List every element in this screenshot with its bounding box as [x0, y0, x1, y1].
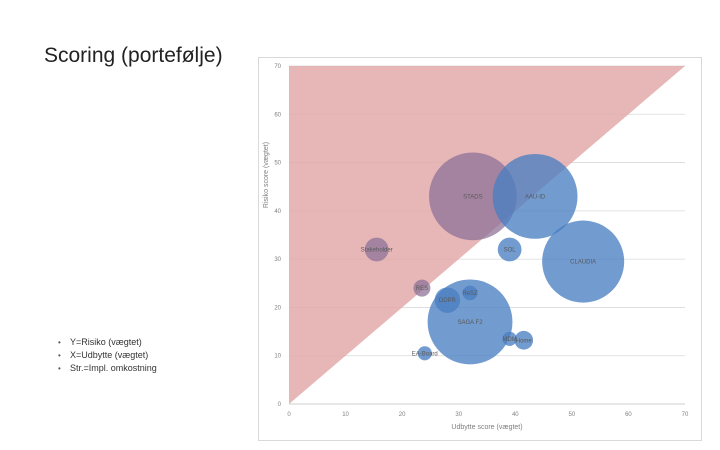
- bubble-label-resz: ReSZ: [462, 291, 478, 297]
- x-tick-0: 0: [287, 412, 291, 418]
- x-tick-70: 70: [682, 412, 689, 418]
- bubble-chart: 0 10 20 30 40 50 60 70 0 10 20 30 40 50 60 70 STADS AAU-…: [263, 64, 689, 431]
- bubble-label-mdm: MDM: [502, 337, 516, 343]
- x-tick-30: 30: [455, 412, 462, 418]
- note-size: Str.=Impl. omkostning: [58, 362, 157, 375]
- y-tick-70: 70: [274, 64, 281, 70]
- bubble-label-home: Home: [516, 338, 533, 344]
- note-y-axis: Y=Risiko (vægtet): [58, 336, 157, 349]
- x-tick-50: 50: [569, 412, 576, 418]
- y-tick-40: 40: [274, 209, 281, 215]
- bubble-label-stakeholder: Stakeholder: [361, 247, 393, 253]
- slide-title: Scoring (portefølje): [44, 44, 223, 67]
- x-axis-title: Udbytte score (vægtet): [451, 424, 522, 431]
- y-tick-10: 10: [274, 354, 281, 360]
- bubble-label-ddpr: DDPR: [439, 298, 457, 304]
- bubble-saga-f2: [427, 279, 513, 365]
- bubble-label-sol: SOL: [504, 247, 517, 253]
- bubble-label-stads: STADS: [463, 194, 483, 200]
- chart-frame: 0 10 20 30 40 50 60 70 0 10 20 30 40 50 60 70 STADS AAU-…: [258, 57, 702, 441]
- x-tick-40: 40: [512, 412, 519, 418]
- bubble-label-claudia: CLAUDIA: [570, 260, 596, 266]
- y-tick-30: 30: [274, 257, 281, 263]
- bubble-aau-id: [492, 153, 578, 239]
- bubble-labels: STADS AAU-ID Stakeholder SOL CLAUDIA RES DDPR R…: [361, 194, 597, 357]
- y-tick-60: 60: [274, 112, 281, 118]
- bubble-mdm: [502, 331, 517, 346]
- y-tick-50: 50: [274, 161, 281, 167]
- bubbles: [364, 152, 625, 365]
- bubble-claudia: [542, 220, 625, 303]
- bubble-sol: [497, 237, 522, 262]
- x-tick-60: 60: [625, 412, 632, 418]
- bubble-label-saga-f2: SAGA F2: [458, 320, 484, 326]
- axes: 0 10 20 30 40 50 60 70 0 10 20 30 40 50 60 70: [274, 64, 689, 418]
- x-tick-10: 10: [342, 412, 349, 418]
- bubble-res: [413, 279, 431, 297]
- y-tick-0: 0: [278, 402, 282, 408]
- x-tick-20: 20: [399, 412, 406, 418]
- legend-notes: Y=Risiko (vægtet) X=Udbytte (vægtet) Str…: [58, 336, 157, 375]
- bubble-stakeholder: [364, 237, 389, 262]
- note-x-axis: X=Udbytte (vægtet): [58, 349, 157, 362]
- y-tick-20: 20: [274, 305, 281, 311]
- bubble-stads: [429, 152, 517, 241]
- bubble-home: [514, 330, 534, 350]
- bubble-ea-board: [417, 346, 432, 361]
- y-axis-title: Risiko score (vægtet): [263, 142, 270, 208]
- bubble-label-res: RES: [416, 286, 428, 292]
- bubble-label-aau-id: AAU-ID: [525, 194, 546, 200]
- bubble-label-ea-board: EA-Board: [412, 351, 438, 357]
